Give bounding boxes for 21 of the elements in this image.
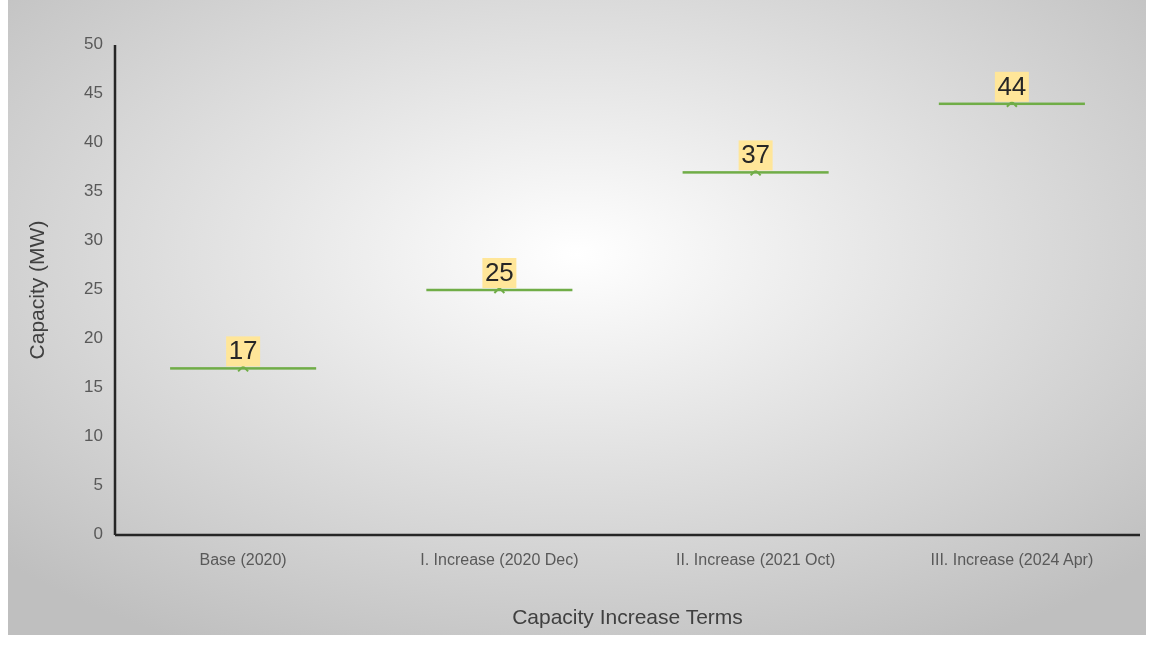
y-tick-label: 40: [84, 132, 103, 152]
x-tick-label: Base (2020): [199, 551, 287, 569]
y-tick-label: 30: [84, 230, 103, 250]
y-tick-label: 15: [84, 377, 103, 397]
y-axis-title: Capacity (MW): [24, 220, 48, 360]
y-tick-label: 45: [84, 83, 103, 103]
y-tick-label: 25: [84, 279, 103, 299]
y-tick-label: 5: [93, 475, 103, 495]
y-tick-label: 35: [84, 181, 103, 201]
y-tick-label: 20: [84, 328, 103, 348]
y-tick-label: 50: [84, 34, 103, 54]
x-axis-title: Capacity Increase Terms: [512, 604, 743, 628]
x-tick-label: II. Increase (2021 Oct): [676, 551, 836, 569]
y-tick-label: 0: [93, 524, 103, 544]
data-label: 44: [997, 70, 1027, 101]
x-tick-label: III. Increase (2024 Apr): [930, 551, 1094, 569]
data-label: 25: [484, 256, 514, 287]
x-tick-label: I. Increase (2020 Dec): [420, 551, 579, 569]
data-label: 17: [228, 335, 258, 366]
data-label: 37: [741, 139, 771, 170]
y-tick-label: 10: [84, 426, 103, 446]
